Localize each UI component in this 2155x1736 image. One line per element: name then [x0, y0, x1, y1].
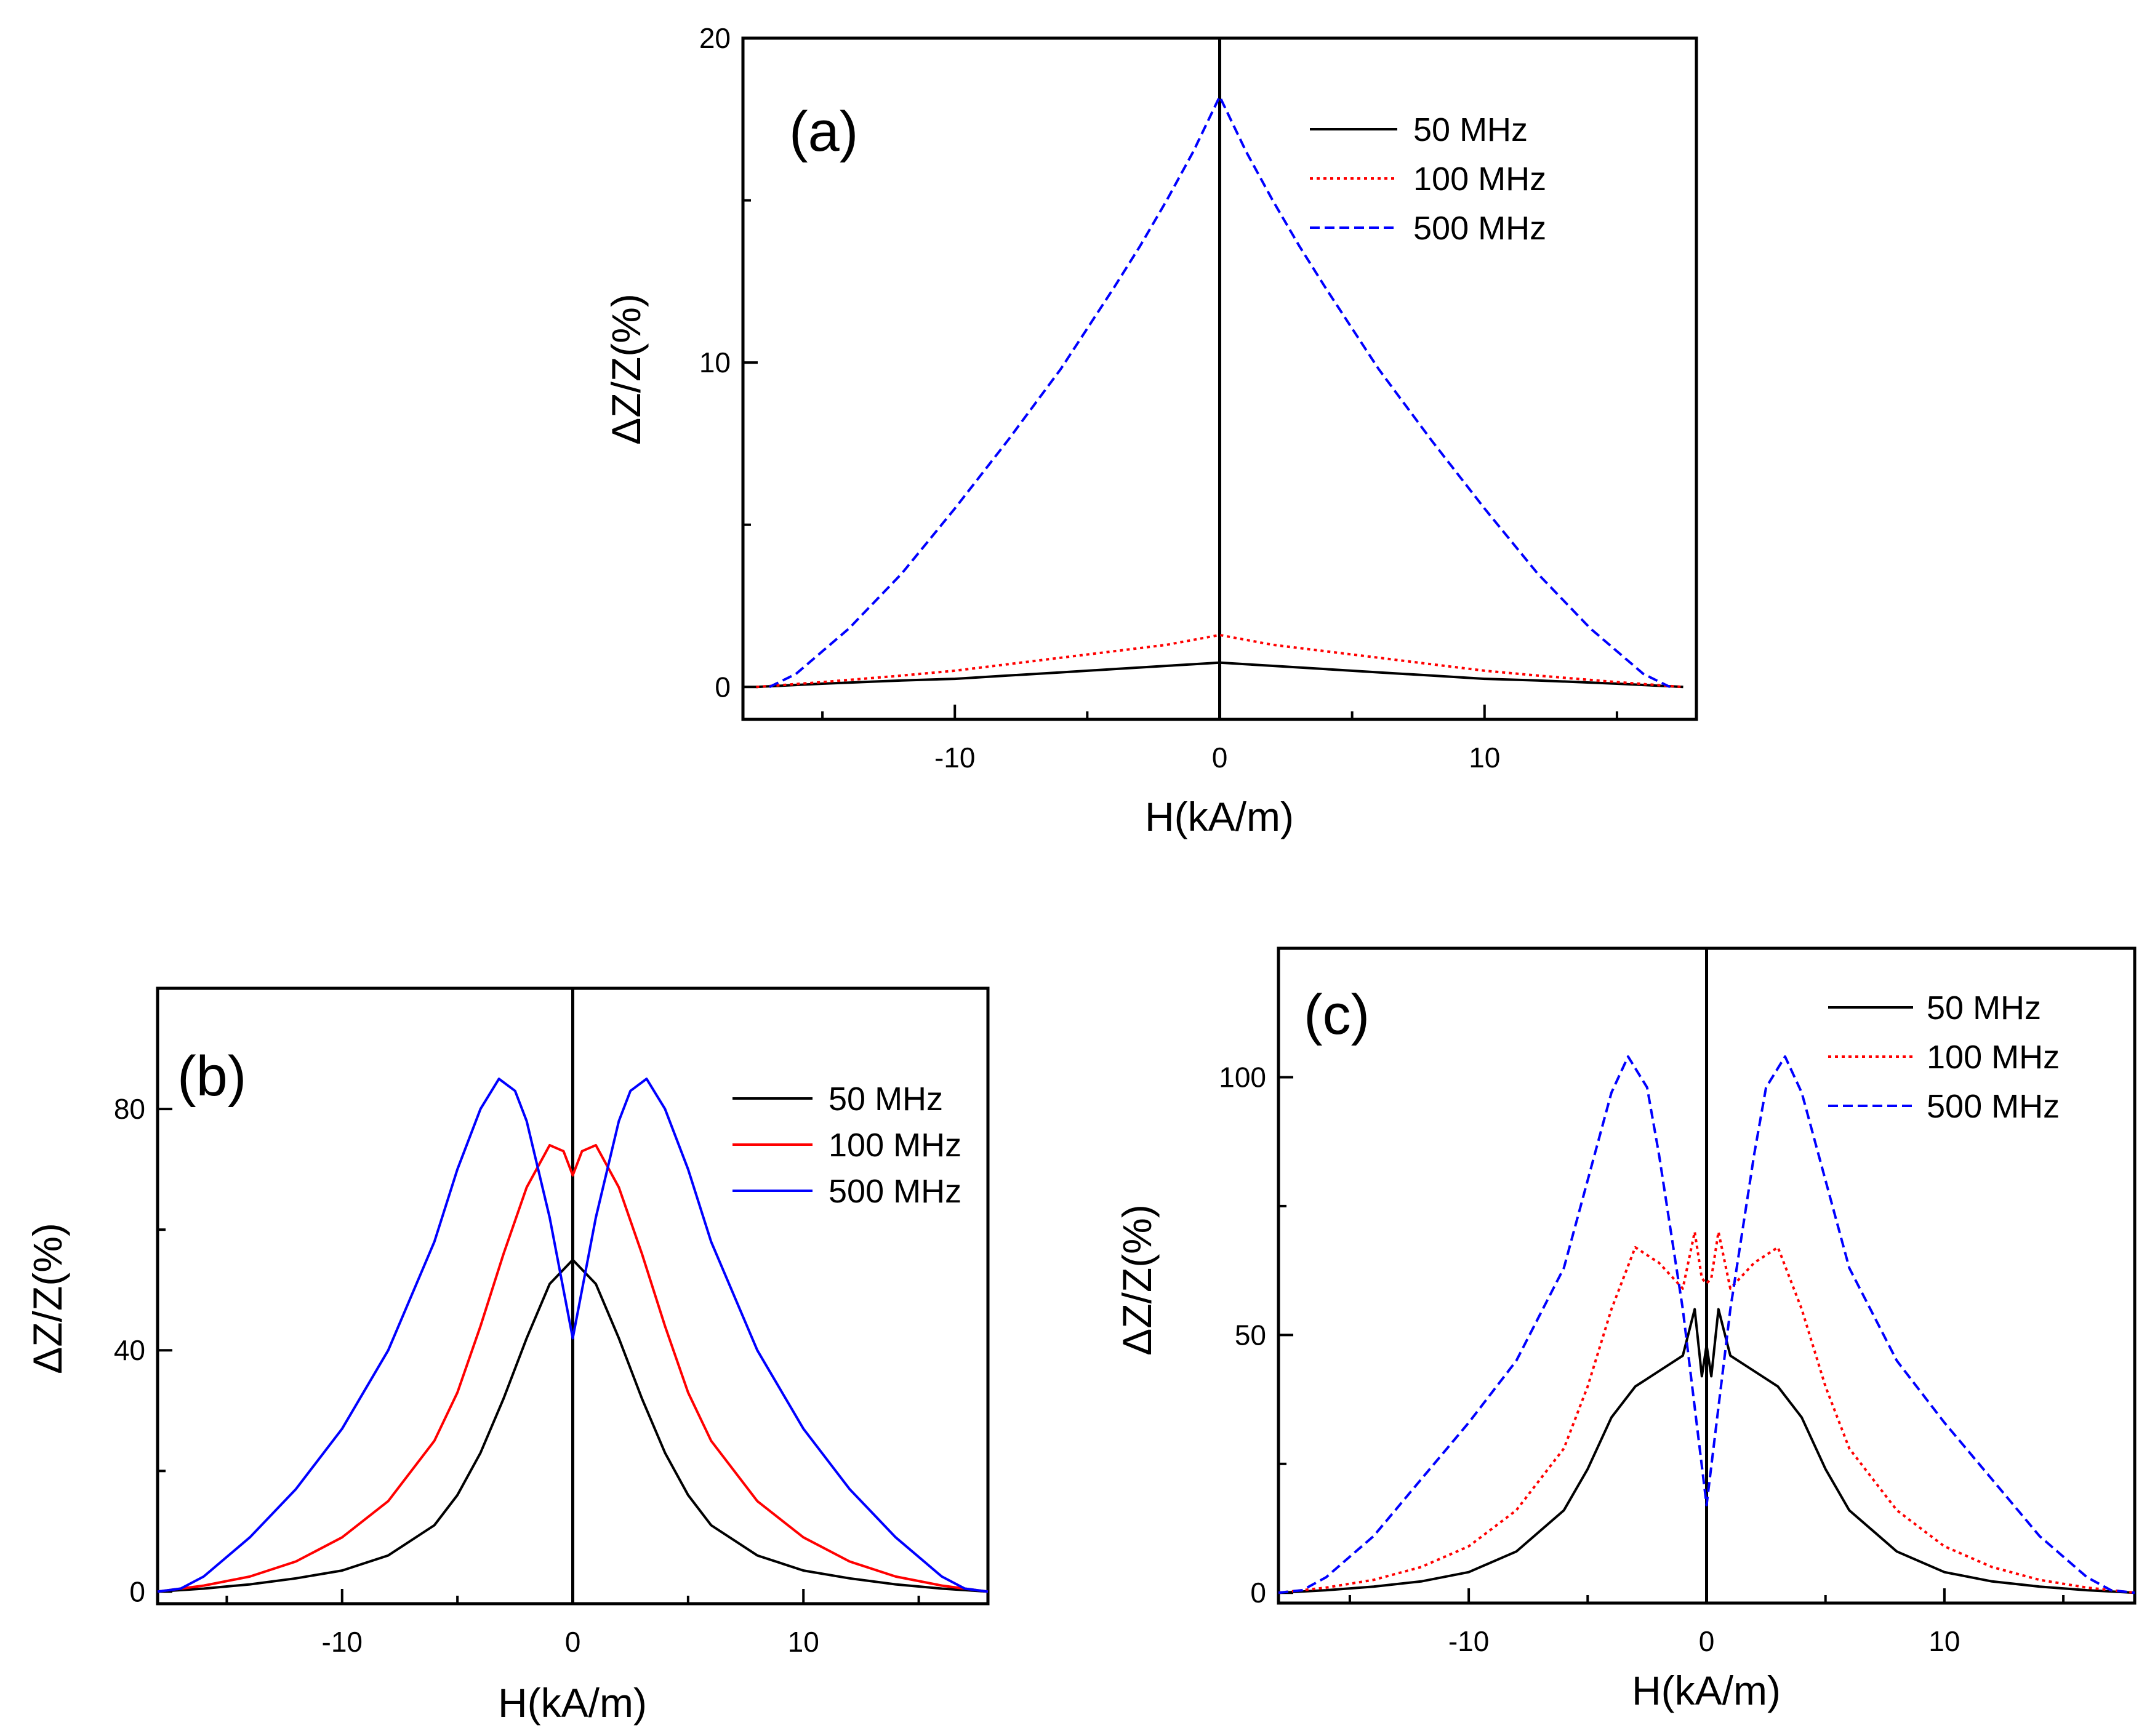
- legend: 50 MHz 100 MHz 500 MHz: [1828, 990, 2060, 1125]
- x-axis-title: H(kA/m): [1632, 1668, 1781, 1713]
- legend: 50 MHz 100 MHz 500 MHz: [1310, 111, 1546, 247]
- y-tick-labels: 0 40 80: [114, 1093, 145, 1607]
- series-500-mhz: [157, 1078, 989, 1593]
- y-tick-label: 40: [114, 1334, 145, 1366]
- panel-label: (b): [177, 1045, 246, 1108]
- tick-marks: [743, 37, 1618, 719]
- legend-label-500mhz: 500 MHz: [829, 1173, 961, 1210]
- y-tick-label: 50: [1235, 1319, 1266, 1351]
- y-tick-label: 100: [1219, 1061, 1266, 1093]
- legend-label-50mhz: 50 MHz: [1927, 990, 2041, 1026]
- legend-label-500mhz: 500 MHz: [1927, 1088, 2060, 1125]
- tick-marks: [158, 987, 920, 1604]
- y-axis-title: ΔZ/Z(%): [1114, 1204, 1160, 1356]
- series-layer: [157, 1078, 989, 1593]
- panel-label: (a): [789, 100, 858, 163]
- legend-label-100mhz: 100 MHz: [1413, 161, 1546, 198]
- y-tick-labels: 0 10 20: [699, 22, 731, 703]
- series-50-mhz: [756, 661, 1683, 689]
- y-tick-label: 10: [699, 346, 731, 378]
- series-100-mhz: [157, 1143, 989, 1593]
- x-tick-label: 0: [1699, 1625, 1715, 1657]
- tick-marks: [1278, 947, 2065, 1603]
- panel-a: -10 0 10 0 10 20 H(kA/m) ΔZ/Z(%) (a) 50 …: [603, 22, 1698, 839]
- x-axis-title: H(kA/m): [1145, 794, 1294, 839]
- series-layer: [1278, 1055, 2135, 1594]
- legend: 50 MHz 100 MHz 500 MHz: [732, 1081, 961, 1210]
- x-tick-label: -10: [322, 1626, 363, 1658]
- legend-label-100mhz: 100 MHz: [1927, 1039, 2060, 1076]
- y-tick-label: 0: [1250, 1577, 1266, 1609]
- y-tick-labels: 0 50 100: [1219, 1061, 1266, 1609]
- legend-label-100mhz: 100 MHz: [829, 1127, 961, 1164]
- series-50-mhz: [157, 1258, 989, 1593]
- legend-label-50mhz: 50 MHz: [1413, 111, 1528, 148]
- series-layer: [756, 95, 1683, 689]
- series-50-mhz: [1278, 1308, 2135, 1594]
- y-tick-label: 0: [715, 671, 731, 703]
- y-axis-title: ΔZ/Z(%): [25, 1223, 70, 1374]
- x-tick-labels: -10 0 10: [1448, 1625, 1960, 1657]
- panel-c: -10 0 10 0 50 100 H(kA/m) ΔZ/Z(%) (c) 50…: [1114, 946, 2137, 1713]
- panel-label: (c): [1304, 983, 1370, 1046]
- y-axis-title: ΔZ/Z(%): [603, 294, 649, 445]
- y-tick-label: 20: [699, 22, 731, 54]
- x-tick-label: 10: [1469, 742, 1500, 774]
- x-tick-label: 10: [788, 1626, 819, 1658]
- x-tick-labels: -10 0 10: [934, 742, 1500, 774]
- series-100-mhz: [756, 633, 1683, 689]
- x-tick-label: 10: [1928, 1625, 1960, 1657]
- series-500-mhz: [1278, 1055, 2135, 1594]
- legend-label-50mhz: 50 MHz: [829, 1081, 943, 1118]
- legend-label-500mhz: 500 MHz: [1413, 210, 1546, 247]
- x-tick-label: -10: [934, 742, 975, 774]
- x-axis-title: H(kA/m): [498, 1680, 647, 1726]
- x-tick-label: -10: [1448, 1625, 1489, 1657]
- y-tick-label: 0: [129, 1575, 145, 1607]
- x-tick-label: 0: [1212, 742, 1228, 774]
- x-tick-labels: -10 0 10: [322, 1626, 819, 1658]
- panel-b: -10 0 10 0 40 80 H(kA/m) ΔZ/Z(%) (b) 50 …: [25, 986, 990, 1726]
- y-tick-label: 80: [114, 1093, 145, 1125]
- x-tick-label: 0: [565, 1626, 581, 1658]
